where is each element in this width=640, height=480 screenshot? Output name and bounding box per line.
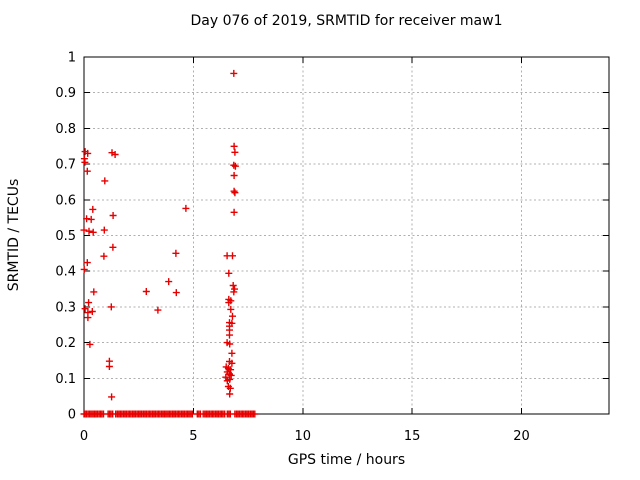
svg-text:0.1: 0.1	[55, 372, 76, 387]
chart-title: Day 076 of 2019, SRMTID for receiver maw…	[190, 13, 503, 29]
svg-text:0.7: 0.7	[55, 158, 76, 173]
svg-text:20: 20	[513, 429, 530, 444]
svg-text:0.3: 0.3	[55, 300, 76, 315]
svg-text:0.5: 0.5	[55, 229, 76, 244]
svg-text:0.9: 0.9	[55, 86, 76, 101]
y-axis-label: SRMTID / TECUs	[6, 178, 22, 292]
svg-text:5: 5	[189, 429, 197, 444]
svg-text:0.8: 0.8	[55, 122, 76, 137]
svg-text:0: 0	[68, 408, 76, 423]
x-axis-label: GPS time / hours	[287, 452, 406, 468]
svg-text:0.6: 0.6	[55, 193, 76, 208]
svg-text:0: 0	[80, 429, 88, 444]
svg-text:0.4: 0.4	[55, 265, 76, 280]
svg-text:0.2: 0.2	[55, 336, 76, 351]
svg-text:15: 15	[404, 429, 421, 444]
svg-text:1: 1	[68, 51, 76, 66]
svg-text:10: 10	[294, 429, 311, 444]
